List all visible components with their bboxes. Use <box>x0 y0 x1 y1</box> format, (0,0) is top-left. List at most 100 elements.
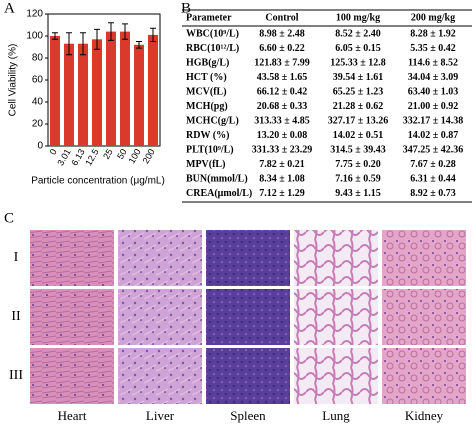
table-cell: MCHC(g/L) <box>186 115 239 126</box>
table-cell: 7.67 ± 0.28 <box>410 159 456 170</box>
table-cell: 14.02 ± 0.51 <box>333 130 384 141</box>
error-bar <box>80 32 86 56</box>
histology-image <box>118 289 202 345</box>
table-cell: 314.5 ± 39.43 <box>330 144 386 155</box>
bar <box>64 43 74 147</box>
row-label: I <box>14 250 19 265</box>
table-cell: 331.33 ± 23.29 <box>252 144 313 155</box>
table-cell: 332.17 ± 14.38 <box>403 115 464 126</box>
table-cell: 34.04 ± 3.09 <box>408 72 459 83</box>
table-cell: 21.28 ± 0.62 <box>333 101 384 112</box>
table-cell: 9.43 ± 1.15 <box>335 188 381 199</box>
x-tick-label: 6.13 <box>69 147 86 167</box>
table-cell: 8.34 ± 1.08 <box>259 173 305 184</box>
histology-image <box>30 348 114 404</box>
table-cell: 21.00 ± 0.92 <box>408 101 459 112</box>
table-header: 200 mg/kg <box>411 12 455 23</box>
table-cell: HGB(g/L) <box>186 57 229 68</box>
table-cell: 8.92 ± 0.73 <box>410 188 456 199</box>
table-header: Control <box>265 12 298 23</box>
bar <box>78 43 88 147</box>
table-cell: 8.52 ± 2.40 <box>335 28 381 39</box>
table-cell: MCV(fL) <box>186 86 227 97</box>
table-cell: 63.40 ± 1.03 <box>408 86 459 97</box>
error-bar <box>150 27 156 42</box>
bar <box>134 44 144 146</box>
column-label: Kidney <box>405 408 444 423</box>
table-cell: 347.25 ± 42.36 <box>403 144 464 155</box>
table-cell: 8.28 ± 1.92 <box>410 28 456 39</box>
table-cell: 5.35 ± 0.42 <box>410 43 456 54</box>
table-cell: HCT (%) <box>186 72 227 83</box>
bar <box>148 34 158 146</box>
bar <box>50 36 60 146</box>
x-tick-label: 100 <box>127 147 143 165</box>
y-tick-label: 40 <box>32 97 44 108</box>
histology-image <box>382 230 466 286</box>
table-cell: 327.17 ± 13.26 <box>328 115 389 126</box>
bar <box>106 31 116 147</box>
column-label: Spleen <box>230 408 266 423</box>
error-bar <box>108 22 114 41</box>
table-cell: BUN(mmol/L) <box>186 173 248 184</box>
histology-image <box>206 230 290 286</box>
table-cell: 7.16 ± 0.59 <box>335 173 381 184</box>
table-cell: 66.12 ± 0.42 <box>257 86 308 97</box>
x-tick-label: 0 <box>48 147 59 156</box>
histology-image <box>294 289 378 345</box>
table-cell: 313.33 ± 4.85 <box>254 115 310 126</box>
histology-image <box>294 230 378 286</box>
panel-label: A <box>4 0 15 16</box>
row-label: II <box>11 309 21 324</box>
y-tick-label: 100 <box>26 31 43 42</box>
table-cell: 39.54 ± 1.61 <box>333 72 384 83</box>
x-tick-label: 50 <box>115 147 129 161</box>
histology-image <box>294 348 378 404</box>
histology-image <box>118 348 202 404</box>
error-bar <box>52 32 58 40</box>
table-cell: 6.31 ± 0.44 <box>410 173 456 184</box>
table-cell: 6.60 ± 0.22 <box>259 43 305 54</box>
table-cell: RBC(10¹²/L) <box>186 43 239 54</box>
histology-image <box>382 289 466 345</box>
y-tick-label: 60 <box>32 75 44 86</box>
error-bar <box>66 32 72 56</box>
table-cell: 14.02 ± 0.87 <box>408 130 459 141</box>
error-bar <box>136 41 142 49</box>
x-tick-label: 25 <box>101 147 115 161</box>
histology-image <box>206 348 290 404</box>
y-tick-label: 20 <box>32 119 44 130</box>
table-cell: 121.83 ± 7.99 <box>254 57 310 68</box>
row-label: III <box>9 368 23 383</box>
x-tick-label: 200 <box>141 147 157 165</box>
table-cell: WBC(10⁹/L) <box>186 28 239 39</box>
y-tick-label: 120 <box>26 9 43 20</box>
bar <box>92 39 102 146</box>
table-cell: 8.98 ± 2.48 <box>259 28 305 39</box>
table-cell: 7.75 ± 0.20 <box>335 159 381 170</box>
histology-image <box>382 348 466 404</box>
x-tick-label: 3.01 <box>55 147 72 167</box>
histology-image <box>30 230 114 286</box>
y-tick-label: 80 <box>32 53 44 64</box>
table-cell: MPV(fL) <box>186 159 225 170</box>
table-header: Parameter <box>186 12 232 23</box>
y-axis-label: Cell Viability (%) <box>8 44 19 117</box>
table-cell: 6.05 ± 0.15 <box>335 43 381 54</box>
panel-label: C <box>4 210 14 226</box>
column-label: Heart <box>58 408 87 423</box>
error-bar <box>122 23 128 40</box>
table-cell: 114.6 ± 8.52 <box>408 57 458 68</box>
table-cell: 125.33 ± 12.8 <box>330 57 386 68</box>
histology-image <box>118 230 202 286</box>
x-tick-label: 12.5 <box>83 147 100 167</box>
table-cell: MCH(pg) <box>186 101 228 112</box>
table-cell: PLT(10⁹/L) <box>186 144 234 155</box>
table-cell: 7.12 ± 1.29 <box>259 188 305 199</box>
table-cell: 65.25 ± 1.23 <box>333 86 384 97</box>
table-cell: CREA(μmol/L) <box>186 188 252 199</box>
histology-image <box>30 289 114 345</box>
table-cell: 13.20 ± 0.08 <box>257 130 308 141</box>
error-bar <box>94 28 100 50</box>
table-cell: 43.58 ± 1.65 <box>257 72 308 83</box>
